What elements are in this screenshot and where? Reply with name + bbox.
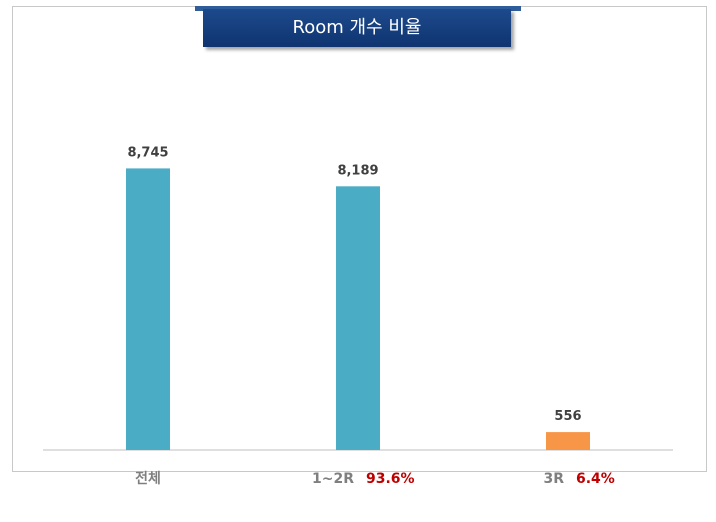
bars-group (126, 168, 590, 450)
data-label-2: 556 (554, 409, 581, 424)
labels-group: 8,745 전체 8,189 1~2R 93.6% 556 3R 6.4% (127, 145, 614, 487)
data-label-1: 8,189 (337, 163, 378, 178)
share-label-2: 6.4% (576, 471, 615, 487)
category-label-1: 1~2R (312, 471, 354, 487)
title-ribbon (195, 6, 521, 11)
chart-title: Room 개수 비율 (203, 9, 511, 47)
bar-0 (126, 168, 170, 450)
bar-2 (546, 432, 590, 450)
chart-title-banner: Room 개수 비율 (195, 6, 521, 48)
share-label-1: 93.6% (366, 471, 415, 487)
category-label-2: 3R (543, 471, 564, 487)
bar-1 (336, 186, 380, 450)
data-label-0: 8,745 (127, 145, 168, 160)
category-label-0: 전체 (135, 470, 161, 487)
